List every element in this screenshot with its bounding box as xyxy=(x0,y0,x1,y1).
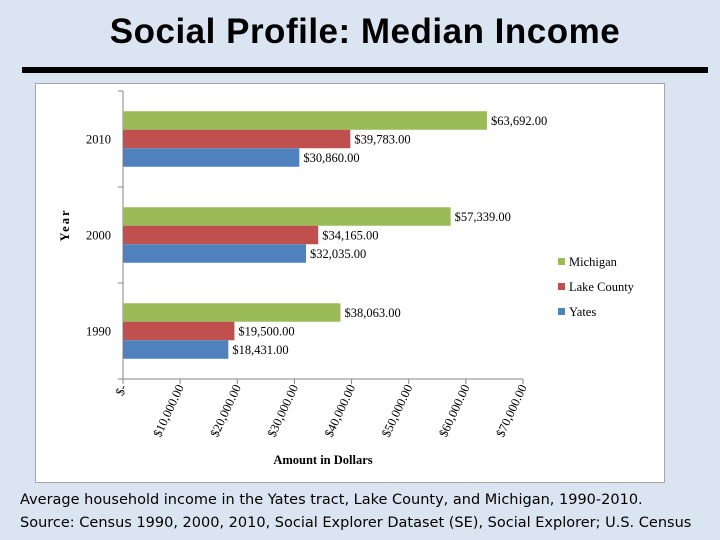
bar-michigan-2010 xyxy=(123,111,487,130)
bar-yates-1990 xyxy=(123,340,229,359)
caption-source: Source: Census 1990, 2000, 2010, Social … xyxy=(20,515,692,531)
bar-lake-county-2000 xyxy=(123,225,319,245)
legend-label-yates: Yates xyxy=(569,305,596,319)
legend-label-lake-county: Lake County xyxy=(569,280,635,294)
data-label-michigan-1990: $38,063.00 xyxy=(345,306,401,320)
data-label-yates-1990: $18,431.00 xyxy=(232,343,288,357)
x-axis-title: Amount in Dollars xyxy=(273,453,372,467)
y-axis-title: Year xyxy=(58,209,72,242)
x-tick-label: $30,000.00 xyxy=(265,382,301,439)
data-label-michigan-2010: $63,692.00 xyxy=(491,114,547,128)
title-divider xyxy=(22,67,708,73)
bar-yates-2010 xyxy=(123,148,300,167)
x-tick-label: $40,000.00 xyxy=(322,382,358,439)
legend-label-michigan: Michigan xyxy=(569,255,618,269)
x-tick-label: $10,000.00 xyxy=(150,382,186,439)
y-tick-label: 2000 xyxy=(86,229,111,243)
chart-area: $38,063.00 $19,500.00 $18,431.00 1990 $57,33… xyxy=(35,83,665,483)
x-tick-label: $70,000.00 xyxy=(493,382,529,439)
bar-lake-county-2010 xyxy=(123,129,351,149)
data-label-lake-county-2000: $34,165.00 xyxy=(322,229,378,243)
legend-swatch-michigan xyxy=(558,258,565,265)
slide-title: Social Profile: Median Income xyxy=(109,12,621,51)
x-tick-label: $20,000.00 xyxy=(208,382,244,439)
data-label-michigan-2000: $57,339.00 xyxy=(455,210,511,224)
y-tick-label: 1990 xyxy=(86,325,111,339)
bar-michigan-2000 xyxy=(123,207,451,226)
data-label-yates-2000: $32,035.00 xyxy=(310,247,366,261)
data-label-yates-2010: $30,860.00 xyxy=(303,151,359,165)
x-tick-label: $- xyxy=(113,382,130,397)
legend-swatch-yates xyxy=(558,308,565,315)
x-tick-label: $50,000.00 xyxy=(379,382,415,439)
bar-yates-2000 xyxy=(123,244,307,263)
x-tick-label: $60,000.00 xyxy=(436,382,472,439)
data-label-lake-county-2010: $39,783.00 xyxy=(354,133,410,147)
data-label-lake-county-1990: $19,500.00 xyxy=(238,325,294,339)
caption-description: Average household income in the Yates tr… xyxy=(20,492,643,508)
bar-michigan-1990 xyxy=(123,303,341,322)
caption: Average household income in the Yates tr… xyxy=(20,489,720,540)
bar-chart: $38,063.00 $19,500.00 $18,431.00 1990 $57,33… xyxy=(58,90,635,467)
bar-lake-county-1990 xyxy=(123,321,235,341)
legend-swatch-lake-county xyxy=(558,283,565,290)
y-tick-label: 2010 xyxy=(86,133,111,147)
